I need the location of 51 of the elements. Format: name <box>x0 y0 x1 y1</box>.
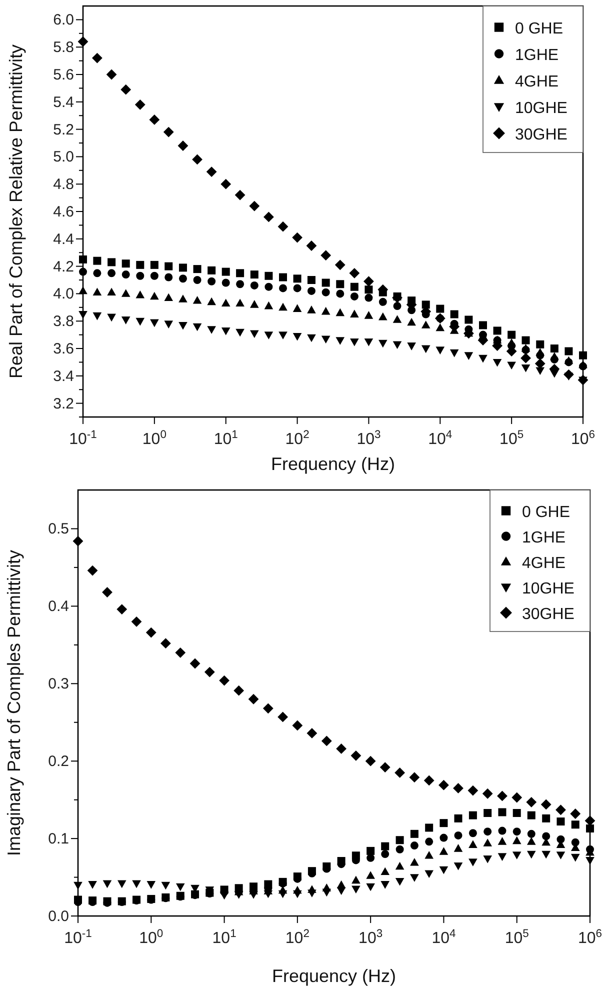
legend-label: 1GHE <box>515 46 559 64</box>
x-tick-label: 10$^{2}$ <box>285 429 310 448</box>
x-axis-title: Frequency (Hz) <box>272 966 396 986</box>
y-tick-label: 4.8 <box>53 176 74 194</box>
legend-label: 30GHE <box>515 126 568 144</box>
y-tick-label: 5.8 <box>53 39 74 56</box>
x-tick-label: 10$^{-1}$ <box>64 928 92 947</box>
x-tick-label: 10$^{-1}$ <box>69 429 97 448</box>
y-tick-label: 5.6 <box>53 66 74 84</box>
y-tick-label: 4.6 <box>53 204 74 220</box>
y-tick-label: 3.4 <box>53 368 74 385</box>
y-axis-title: Imaginary Part of Comples Permittivity <box>4 550 24 856</box>
legend-label: 10GHE <box>515 100 568 117</box>
y-tick-label: 0.3 <box>48 676 69 693</box>
y-tick-label: 0.1 <box>48 830 69 848</box>
x-tick-label: 10$^{4}$ <box>428 429 452 448</box>
x-tick-label: 10$^{5}$ <box>504 928 529 947</box>
x-tick-label: 10$^{3}$ <box>356 429 381 448</box>
x-tick-label: 10$^{0}$ <box>142 429 166 448</box>
legend-label: 10GHE <box>522 580 574 598</box>
y-tick-label: 0.4 <box>48 598 69 616</box>
y-tick-label: 5.4 <box>53 94 74 111</box>
y-tick-label: 3.8 <box>53 313 74 330</box>
legend-label: 1GHE <box>522 529 566 546</box>
legend-label: 0 GHE <box>515 20 564 38</box>
x-tick-label: 10$^{0}$ <box>139 928 164 947</box>
x-tick-label: 10$^{3}$ <box>358 928 383 947</box>
x-tick-label: 10$^{5}$ <box>500 429 524 448</box>
legend-label: 4GHE <box>522 554 566 572</box>
y-tick-label: 0.2 <box>48 753 69 770</box>
y-tick-label: 4.4 <box>53 230 74 248</box>
x-tick-label: 10$^{1}$ <box>212 928 236 947</box>
y-tick-label: 6.0 <box>53 12 74 29</box>
y-tick-label: 4.2 <box>53 258 74 276</box>
legend-label: 4GHE <box>515 73 559 90</box>
y-tick-label: 3.2 <box>53 395 74 412</box>
y-tick-label: 0.5 <box>48 520 69 538</box>
x-tick-label: 10$^{1}$ <box>214 429 238 448</box>
x-tick-label: 10$^{6}$ <box>570 429 596 448</box>
legend-label: 30GHE <box>522 606 574 623</box>
y-tick-label: 3.6 <box>53 340 74 358</box>
y-tick-label: 5.0 <box>53 148 74 166</box>
legend-label: 0 GHE <box>522 504 570 521</box>
x-axis-title: Frequency (Hz) <box>270 454 396 474</box>
y-tick-label: 0.0 <box>48 908 69 925</box>
y-axis-title: Real Part of Complex Relative Permittivity <box>6 44 26 379</box>
x-tick-label: 10$^{2}$ <box>285 928 310 947</box>
y-tick-label: 5.2 <box>53 121 74 138</box>
x-tick-label: 10$^{6}$ <box>578 928 602 947</box>
x-tick-label: 10$^{4}$ <box>432 928 456 947</box>
y-tick-label: 4.0 <box>53 286 74 303</box>
